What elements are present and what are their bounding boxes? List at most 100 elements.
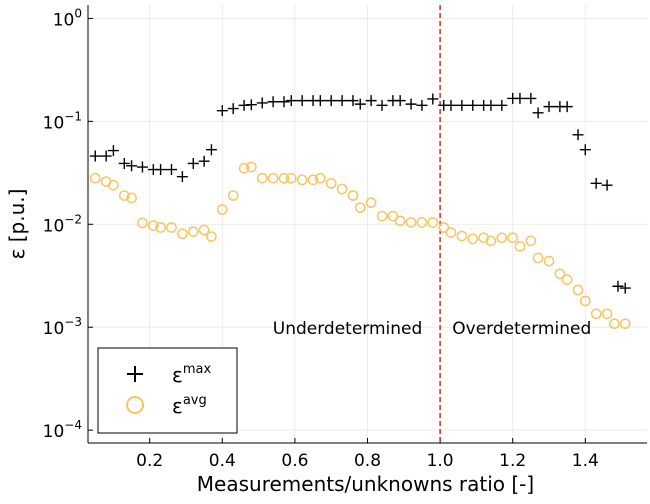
point-avg <box>177 228 188 240</box>
y-tick-exponent: 0 <box>74 6 82 20</box>
point-avg <box>267 172 279 184</box>
point-max <box>427 93 439 105</box>
point-avg <box>285 172 297 184</box>
point-max <box>205 144 217 156</box>
x-tick-label: 0.8 <box>354 451 381 471</box>
region-label: Overdetermined <box>452 319 591 339</box>
point-max <box>285 95 297 107</box>
legend-marker-avg <box>126 396 144 414</box>
legend-entry-sup: avg <box>183 393 207 408</box>
point-avg <box>89 172 101 184</box>
point-avg <box>155 222 166 233</box>
point-max <box>572 129 584 141</box>
point-max <box>126 160 138 172</box>
point-avg <box>438 222 450 233</box>
y-tick-exponent: −4 <box>64 418 82 432</box>
series-max <box>89 92 631 294</box>
point-max <box>376 99 388 111</box>
point-max <box>325 95 337 107</box>
point-max <box>365 95 377 107</box>
x-tick-label: 0.2 <box>136 451 163 471</box>
point-max <box>467 99 479 111</box>
legend-marker-max <box>127 366 143 382</box>
point-max <box>579 144 591 156</box>
point-avg <box>245 161 257 173</box>
y-tick-exponent: −1 <box>64 109 82 123</box>
x-tick-label: 1.4 <box>572 451 599 471</box>
point-avg <box>619 318 631 330</box>
point-avg <box>336 183 348 195</box>
point-max <box>601 179 613 191</box>
point-max <box>245 99 257 111</box>
legend-box <box>97 347 238 434</box>
point-max <box>155 164 167 176</box>
point-avg <box>514 241 526 252</box>
plot-marks <box>89 92 631 330</box>
x-tick-label: 1.0 <box>427 451 454 471</box>
point-avg <box>118 190 130 201</box>
point-max <box>496 99 508 111</box>
y-tick-label: 100 <box>53 6 82 30</box>
point-avg <box>147 220 159 231</box>
point-max <box>354 98 366 110</box>
y-tick-label: 10−3 <box>43 315 82 339</box>
point-max <box>296 95 308 107</box>
point-max <box>136 161 148 173</box>
point-avg <box>238 162 250 174</box>
point-max <box>198 155 210 167</box>
y-tick-label: 10−1 <box>43 109 82 133</box>
point-avg <box>126 192 137 204</box>
point-avg <box>325 177 337 189</box>
point-avg <box>405 217 417 228</box>
point-max <box>485 99 497 111</box>
x-tick-label: 0.4 <box>209 451 236 471</box>
point-avg <box>137 217 148 229</box>
point-avg <box>507 232 519 244</box>
y-tick-base: 10 <box>53 10 75 30</box>
point-avg <box>387 210 399 222</box>
y-tick-base: 10 <box>43 319 65 339</box>
point-max <box>532 107 544 119</box>
point-max <box>100 150 112 162</box>
y-tick-base: 10 <box>43 422 65 442</box>
point-max <box>165 164 177 176</box>
legend-entry: εavg <box>172 393 207 418</box>
legend-entry-base: ε <box>172 394 183 418</box>
point-avg <box>572 284 584 296</box>
point-avg <box>427 217 439 228</box>
legend-entry-sup: max <box>183 362 212 377</box>
point-avg <box>296 174 308 186</box>
point-max <box>278 96 290 108</box>
point-avg <box>256 172 268 184</box>
point-max <box>314 95 326 107</box>
y-tick-exponent: −3 <box>64 315 82 329</box>
point-max <box>456 99 468 111</box>
point-max <box>525 92 537 104</box>
legend-entry-base: ε <box>172 363 183 387</box>
point-max <box>394 95 406 107</box>
point-max <box>118 157 130 169</box>
point-avg <box>561 274 573 285</box>
y-tick-exponent: −2 <box>64 212 82 226</box>
point-avg <box>608 318 620 330</box>
point-avg <box>601 308 613 320</box>
y-tick-base: 10 <box>43 113 65 133</box>
point-max <box>107 145 119 157</box>
point-avg <box>532 252 544 264</box>
point-max <box>543 101 555 113</box>
point-avg <box>590 308 602 320</box>
y-tick-label: 10−2 <box>43 212 82 236</box>
point-avg <box>365 197 377 209</box>
point-avg <box>554 268 566 280</box>
point-max <box>227 103 239 115</box>
point-avg <box>467 233 479 245</box>
region-label: Underdetermined <box>273 319 423 339</box>
point-max <box>89 150 101 162</box>
point-avg <box>227 190 239 201</box>
point-max <box>612 280 624 292</box>
point-avg <box>376 210 388 222</box>
legend-entry: εmax <box>172 362 211 387</box>
point-max <box>336 95 348 107</box>
